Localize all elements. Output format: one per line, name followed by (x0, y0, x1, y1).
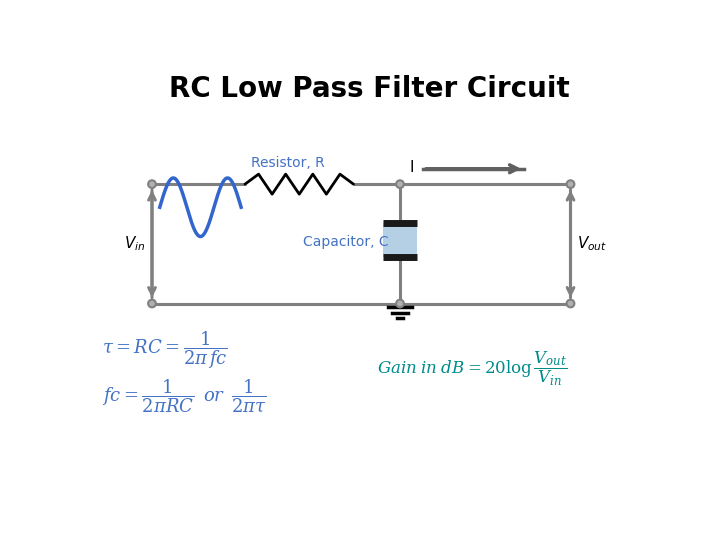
Text: I: I (410, 160, 414, 175)
Circle shape (148, 180, 156, 188)
Text: $V_{in}$: $V_{in}$ (125, 234, 145, 253)
Circle shape (396, 180, 404, 188)
Text: $V_{out}$: $V_{out}$ (577, 234, 607, 253)
Text: $\tau = RC = \dfrac{1}{2\pi\, fc}$: $\tau = RC = \dfrac{1}{2\pi\, fc}$ (102, 329, 228, 370)
Text: $Gain\;in\;dB = 20\log\dfrac{V_{out}}{V_{in}}$: $Gain\;in\;dB = 20\log\dfrac{V_{out}}{V_… (377, 349, 567, 388)
Circle shape (567, 180, 575, 188)
Text: $fc = \dfrac{1}{2\pi RC}\ \,or\,\ \dfrac{1}{2\pi\tau}$: $fc = \dfrac{1}{2\pi RC}\ \,or\,\ \dfrac… (102, 377, 266, 415)
Circle shape (396, 300, 404, 307)
Text: Resistor, R: Resistor, R (251, 156, 325, 170)
Bar (383, 222, 417, 257)
Circle shape (567, 300, 575, 307)
Text: Capacitor, C: Capacitor, C (303, 234, 389, 248)
Circle shape (148, 300, 156, 307)
Text: RC Low Pass Filter Circuit: RC Low Pass Filter Circuit (168, 76, 570, 104)
